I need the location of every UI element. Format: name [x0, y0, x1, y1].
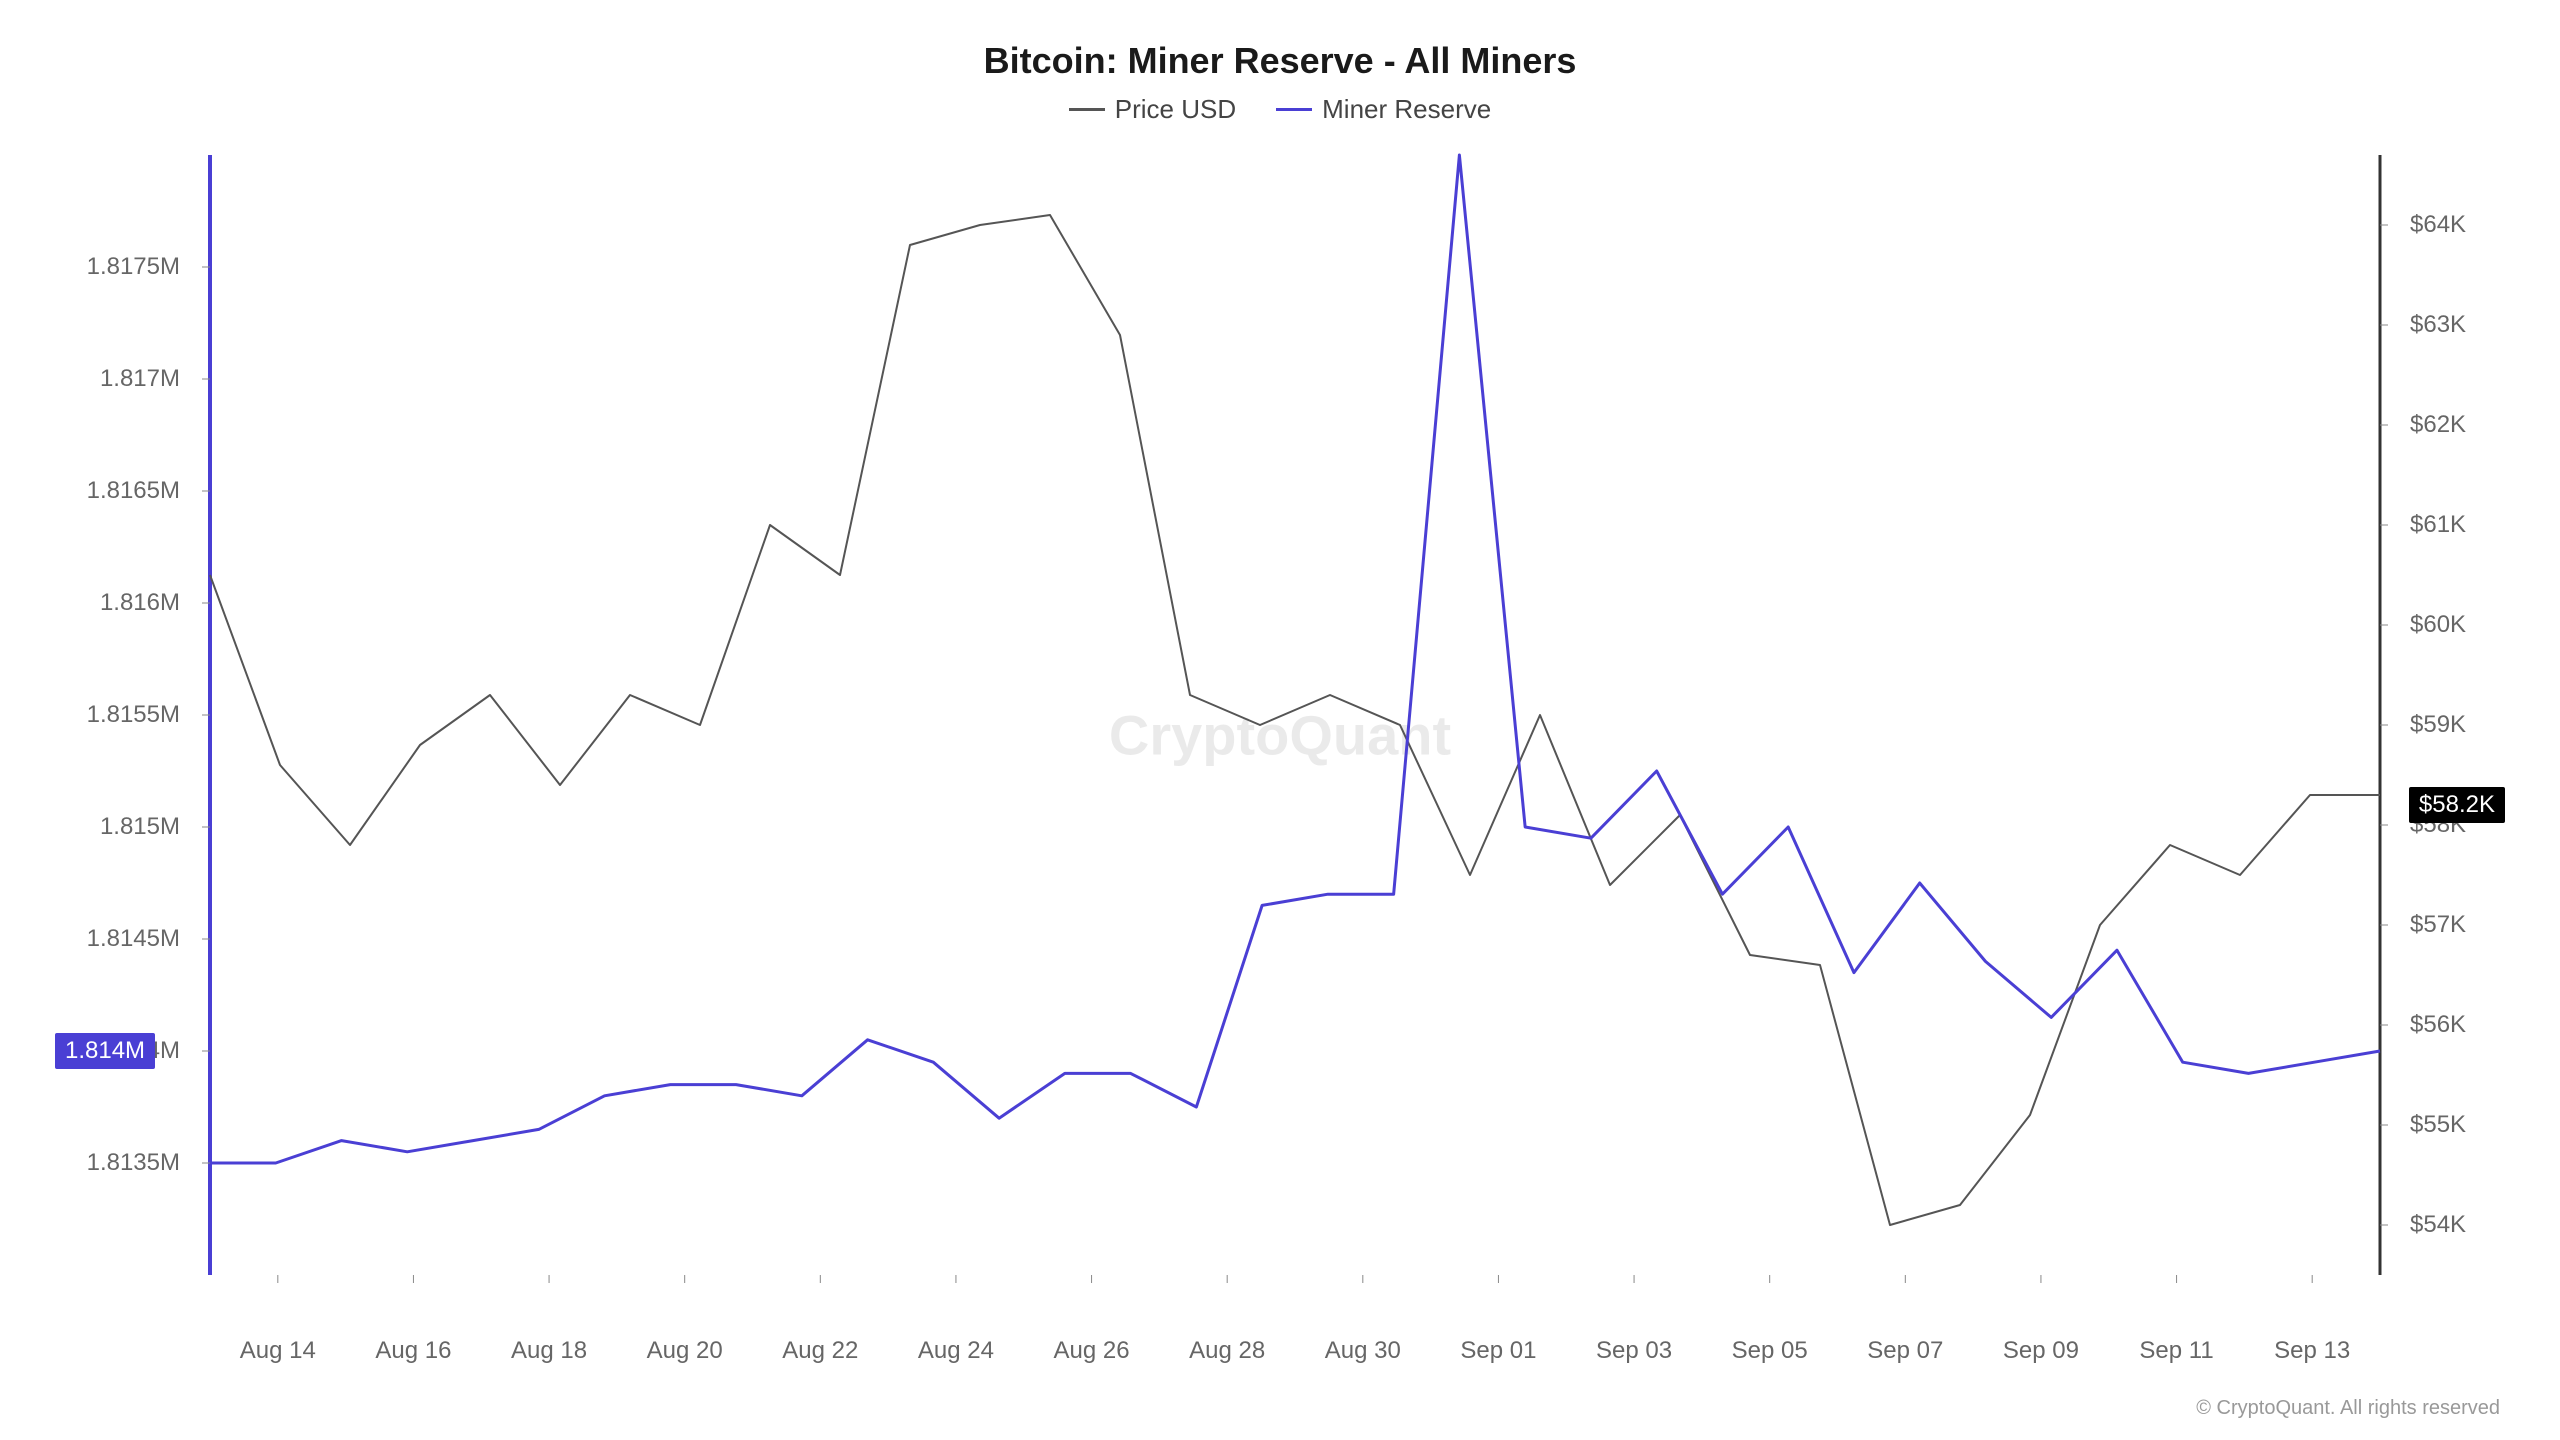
- y-left-tick-label: 1.8145M: [60, 925, 180, 953]
- legend: Price USD Miner Reserve: [60, 94, 2500, 125]
- plot-area: CryptoQuant 1.8135M1.814M1.8145M1.815M1.…: [60, 145, 2500, 1325]
- x-tick-label: Aug 22: [782, 1337, 858, 1365]
- y-left-tick-label: 1.8165M: [60, 477, 180, 505]
- legend-label-price: Price USD: [1115, 94, 1236, 125]
- y-left-tick-label: 1.8135M: [60, 1149, 180, 1177]
- x-tick-label: Sep 13: [2274, 1337, 2350, 1365]
- x-tick-label: Sep 11: [2139, 1337, 2213, 1365]
- y-right-tick-label: $60K: [2410, 611, 2500, 639]
- chart-container: Bitcoin: Miner Reserve - All Miners Pric…: [0, 0, 2560, 1440]
- x-tick-label: Aug 14: [240, 1337, 316, 1365]
- current-value-badge-right: $58.2K: [2409, 787, 2505, 823]
- x-tick-label: Aug 18: [511, 1337, 587, 1365]
- x-tick-label: Aug 24: [918, 1337, 994, 1365]
- x-tick-label: Sep 09: [2003, 1337, 2079, 1365]
- legend-swatch-price: [1069, 108, 1105, 111]
- legend-item-price[interactable]: Price USD: [1069, 94, 1236, 125]
- y-right-tick-label: $57K: [2410, 911, 2500, 939]
- copyright: © CryptoQuant. All rights reserved: [2196, 1397, 2500, 1420]
- x-tick-label: Sep 07: [1867, 1337, 1943, 1365]
- y-right-tick-label: $64K: [2410, 211, 2500, 239]
- x-tick-label: Sep 01: [1460, 1337, 1536, 1365]
- x-tick-label: Sep 05: [1732, 1337, 1808, 1365]
- legend-label-reserve: Miner Reserve: [1322, 94, 1491, 125]
- chart-title: Bitcoin: Miner Reserve - All Miners: [60, 40, 2500, 82]
- x-tick-label: Aug 20: [647, 1337, 723, 1365]
- x-tick-label: Aug 16: [375, 1337, 451, 1365]
- x-tick-label: Aug 26: [1054, 1337, 1130, 1365]
- series-line: [210, 215, 2380, 1225]
- x-tick-label: Aug 30: [1325, 1337, 1401, 1365]
- y-left-tick-label: 1.816M: [60, 589, 180, 617]
- x-tick-label: Aug 28: [1189, 1337, 1265, 1365]
- y-right-tick-label: $59K: [2410, 711, 2500, 739]
- y-left-tick-label: 1.815M: [60, 813, 180, 841]
- y-left-tick-label: 1.8175M: [60, 253, 180, 281]
- y-right-tick-label: $55K: [2410, 1111, 2500, 1139]
- legend-swatch-reserve: [1276, 108, 1312, 111]
- legend-item-reserve[interactable]: Miner Reserve: [1276, 94, 1491, 125]
- y-left-tick-label: 1.817M: [60, 365, 180, 393]
- y-right-tick-label: $54K: [2410, 1211, 2500, 1239]
- y-left-tick-label: 1.8155M: [60, 701, 180, 729]
- y-right-tick-label: $62K: [2410, 411, 2500, 439]
- y-right-tick-label: $63K: [2410, 311, 2500, 339]
- series-line: [210, 155, 2380, 1163]
- y-right-tick-label: $61K: [2410, 511, 2500, 539]
- x-tick-label: Sep 03: [1596, 1337, 1672, 1365]
- y-right-tick-label: $56K: [2410, 1011, 2500, 1039]
- current-value-badge-left: 1.814M: [55, 1033, 155, 1069]
